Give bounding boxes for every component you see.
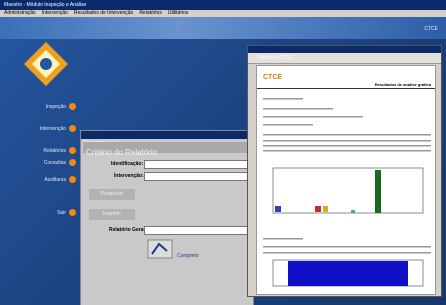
screen: Maestro - Módulo Inspeção e Análise Admi…: [0, 0, 446, 305]
menu-item[interactable]: Intervenção: [42, 10, 68, 17]
header-banner: CTCE: [0, 17, 446, 39]
menu-bullet: [69, 176, 76, 183]
window-title: Maestro - Módulo Inspeção e Análise: [4, 2, 86, 8]
dialog-title-bar: Relatório Geral: [81, 131, 253, 139]
doc-heading: Resultados de análise gráfica: [375, 82, 431, 87]
left-menu-item[interactable]: Auxiliares: [44, 177, 66, 183]
title-bar: Maestro - Módulo Inspeção e Análise: [0, 0, 446, 10]
left-menu: Inspeção Intervenção Relatórios Consulta…: [24, 103, 76, 221]
print-icon[interactable]: [147, 239, 173, 259]
menu-bullet: [69, 103, 76, 110]
brand: CTCE: [424, 26, 438, 32]
option-label[interactable]: Completo: [177, 253, 198, 259]
menu-bullet: [69, 147, 76, 154]
dialog: Relatório Geral Critério do Relatório Id…: [80, 130, 254, 305]
left-menu-item[interactable]: Consultas: [44, 160, 66, 166]
button[interactable]: Imprimir: [89, 209, 135, 220]
left-menu-item[interactable]: Intervenção: [40, 126, 66, 132]
menu-item[interactable]: Utilitários: [168, 10, 189, 17]
menu-bullet: [69, 125, 76, 132]
field-label: Identificação:: [111, 161, 143, 167]
menu-item[interactable]: Resultados de Intervenção: [74, 10, 133, 17]
left-menu-item[interactable]: Inspeção: [46, 104, 66, 110]
dialog-heading: Critério do Relatório: [83, 148, 157, 157]
document-graphics: [263, 98, 431, 288]
button[interactable]: Pesquisar: [89, 189, 135, 200]
dialog-heading-bar: Critério do Relatório: [83, 142, 251, 153]
menu-item[interactable]: Administração: [4, 10, 36, 17]
document-page: CTCE Resultados de análise gráfica: [256, 65, 436, 295]
left-menu-item[interactable]: Sair: [57, 210, 66, 216]
left-menu-item[interactable]: Relatórios: [43, 148, 66, 154]
text-input[interactable]: [144, 226, 254, 235]
field-label: Relatório Geral:: [109, 227, 147, 233]
text-input[interactable]: [144, 172, 254, 181]
text-input[interactable]: [144, 160, 254, 169]
logo: [22, 40, 70, 88]
viewer-title: Relatório CTCE: [248, 55, 293, 61]
menu-bullet: [69, 209, 76, 216]
doc-brand: CTCE: [263, 74, 282, 81]
menu-bullet: [69, 159, 76, 166]
rule: [257, 88, 435, 89]
viewer-window: Relatório CTCE CTCE Resultados de anális…: [247, 45, 442, 297]
field-label: Intervenção:: [114, 173, 144, 179]
menu-bar: Administração Intervenção Resultados de …: [0, 10, 446, 17]
menu-item[interactable]: Relatórios: [139, 10, 162, 17]
